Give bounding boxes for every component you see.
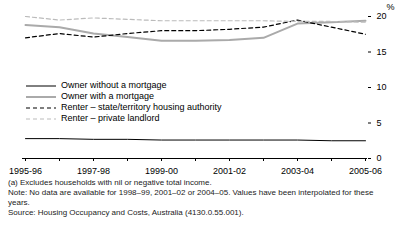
html-text:Note: No data are available fo: Note: No data are available for 1998–99,… <box>8 188 374 207</box>
svg-text:20: 20 <box>377 11 387 21</box>
svg-text:2001-02: 2001-02 <box>213 166 246 176</box>
svg-text:15: 15 <box>377 47 387 57</box>
html-text:Owner with a mortgage: Owner with a mortgage <box>61 91 154 101</box>
svg-text:2003-04: 2003-04 <box>281 166 314 176</box>
svg-text:%: % <box>386 2 394 12</box>
svg-text:0: 0 <box>377 153 382 163</box>
html-text:Owner without a mortgage: Owner without a mortgage <box>61 80 167 90</box>
html-text:Source: Housing Occupancy and: Source: Housing Occupancy and Costs, Aus… <box>8 208 244 217</box>
svg-text:1995-96: 1995-96 <box>9 166 42 176</box>
svg-text:1997-98: 1997-98 <box>77 166 110 176</box>
html-text:(a) Excludes households with n: (a) Excludes households with nil or nega… <box>8 178 212 187</box>
svg-text:5: 5 <box>377 118 382 128</box>
svg-text:2005-06: 2005-06 <box>349 166 382 176</box>
html-text:Renter – private landlord: Renter – private landlord <box>61 113 160 123</box>
svg-text:10: 10 <box>377 82 387 92</box>
html-text:Renter – state/territory housi: Renter – state/territory housing authori… <box>61 102 222 112</box>
svg-text:1999-00: 1999-00 <box>145 166 178 176</box>
